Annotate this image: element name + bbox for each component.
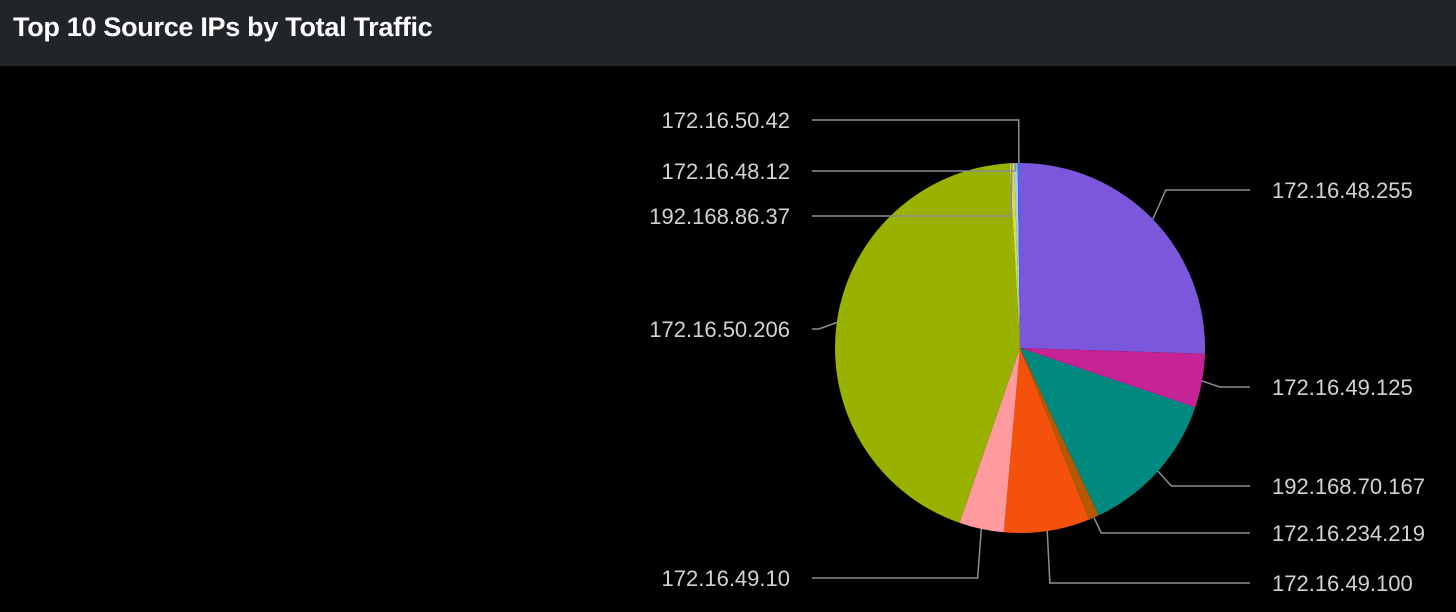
leader-line-172-16-48-255: [1152, 189, 1250, 220]
leader-line-172-16-49-10: [812, 528, 983, 579]
slice-label-172-16-234-219: 172.16.234.219: [1272, 521, 1425, 546]
leader-line-172-16-50-42: [812, 119, 1020, 164]
pie-slice-172-16-49-10[interactable]: [959, 348, 1020, 533]
pie-slice-192-168-86-37[interactable]: [1009, 163, 1020, 348]
leader-line-172-16-48-12: [812, 163, 1017, 172]
pie-slice-172-16-49-100[interactable]: [1003, 348, 1090, 533]
pie-slice-172-16-48-12[interactable]: [1014, 163, 1020, 348]
pie-labels: 172.16.48.255 172.16.49.125 192.168.70.167…: [649, 108, 1425, 596]
slice-label-172-16-50-206: 172.16.50.206: [649, 317, 790, 342]
slice-label-172-16-49-125: 172.16.49.125: [1272, 375, 1413, 400]
slice-label-192-168-70-167: 192.168.70.167: [1272, 474, 1425, 499]
slice-label-172-16-50-42: 172.16.50.42: [662, 108, 790, 133]
pie-slice-172-16-234-219[interactable]: [1020, 348, 1099, 520]
chart-area: 172.16.48.255 172.16.49.125 192.168.70.167…: [0, 66, 1456, 612]
pie-slice-192-168-70-167[interactable]: [1020, 348, 1196, 516]
slice-label-172-16-48-255: 172.16.48.255: [1272, 178, 1413, 203]
leader-line-192-168-70-167: [1157, 470, 1250, 487]
slice-label-172-16-49-10: 172.16.49.10: [662, 566, 790, 591]
pie-slice-172-16-50-206[interactable]: [834, 163, 1020, 523]
leader-line-172-16-234-219: [1093, 517, 1250, 534]
leader-line-172-16-49-100: [1046, 530, 1250, 584]
slice-label-192-168-86-37: 192.168.86.37: [649, 204, 790, 229]
leader-line-172-16-50-206: [812, 321, 838, 330]
slice-label-172-16-49-100: 172.16.49.100: [1272, 571, 1413, 596]
pie-chart: 172.16.48.255 172.16.49.125 192.168.70.167…: [649, 108, 1425, 596]
pie-slice-172-16-48-255[interactable]: [1020, 163, 1205, 354]
pie-slice-172-16-50-42[interactable]: [1017, 163, 1020, 348]
pie-slices: [834, 163, 1205, 533]
leader-line-192-168-86-37: [812, 163, 1013, 217]
panel-header: Top 10 Source IPs by Total Traffic: [0, 0, 1456, 66]
slice-label-172-16-48-12: 172.16.48.12: [662, 159, 790, 184]
pie-slice-172-16-49-125[interactable]: [1020, 348, 1205, 408]
panel-title: Top 10 Source IPs by Total Traffic: [13, 12, 433, 42]
leader-line-172-16-49-125: [1201, 380, 1250, 388]
